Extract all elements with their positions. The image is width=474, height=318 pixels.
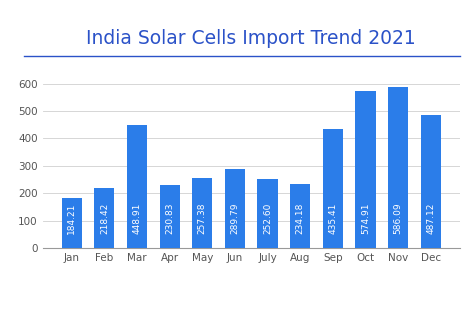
Text: 435.41: 435.41: [328, 203, 337, 234]
Text: 574.91: 574.91: [361, 203, 370, 234]
Text: 257.38: 257.38: [198, 203, 207, 234]
Text: 234.18: 234.18: [296, 203, 305, 234]
Bar: [127, 125, 147, 248]
Bar: [225, 169, 245, 248]
Bar: [420, 114, 441, 248]
Legend: Value USD Million: Value USD Million: [185, 316, 318, 318]
Text: 218.42: 218.42: [100, 203, 109, 234]
Bar: [62, 197, 82, 248]
Bar: [388, 87, 408, 248]
Text: 184.21: 184.21: [67, 203, 76, 234]
Text: 252.60: 252.60: [263, 203, 272, 234]
Bar: [257, 179, 278, 248]
Bar: [323, 129, 343, 248]
Text: 230.83: 230.83: [165, 203, 174, 234]
Text: 586.09: 586.09: [393, 203, 402, 234]
Text: India Solar Cells Import Trend 2021: India Solar Cells Import Trend 2021: [86, 29, 416, 48]
Text: 448.91: 448.91: [133, 203, 142, 234]
Text: 289.79: 289.79: [230, 203, 239, 234]
Bar: [160, 185, 180, 248]
Text: 487.12: 487.12: [426, 203, 435, 234]
Bar: [356, 91, 375, 248]
Bar: [290, 184, 310, 248]
Bar: [192, 177, 212, 248]
Bar: [94, 188, 115, 248]
